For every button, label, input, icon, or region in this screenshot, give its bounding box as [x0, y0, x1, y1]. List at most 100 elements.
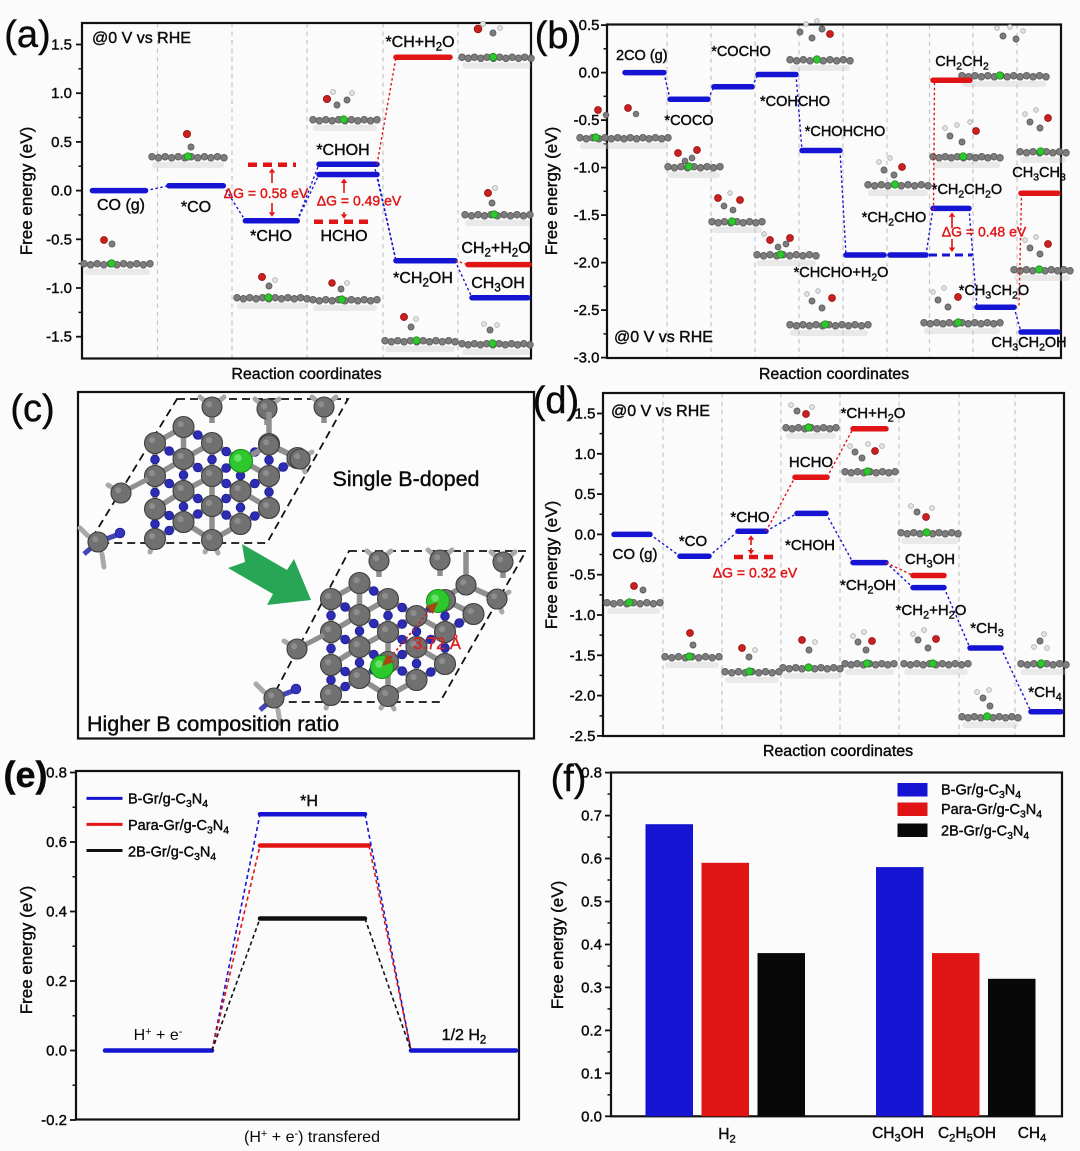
- svg-text:0.7: 0.7: [581, 808, 602, 825]
- svg-text:*H: *H: [300, 793, 318, 810]
- svg-text:0.0: 0.0: [46, 1043, 67, 1060]
- svg-text:ΔG = 0.49 eV: ΔG = 0.49 eV: [317, 193, 402, 209]
- svg-text:0.2: 0.2: [581, 1022, 602, 1039]
- svg-text:3.72 Å: 3.72 Å: [413, 634, 461, 653]
- svg-text:HCHO: HCHO: [320, 228, 367, 245]
- svg-text:B-Gr/g-C3N4: B-Gr/g-C3N4: [128, 792, 208, 811]
- svg-text:*CHOHCHO: *CHOHCHO: [805, 124, 886, 140]
- svg-text:CH4: CH4: [1018, 1125, 1047, 1145]
- svg-text:CH3OH: CH3OH: [872, 1125, 924, 1145]
- svg-text:ΔG = 0.32 eV: ΔG = 0.32 eV: [713, 565, 798, 581]
- svg-text:CH3CH2OH: CH3CH2OH: [991, 335, 1066, 354]
- svg-text:*CH2CH2O: *CH2CH2O: [932, 182, 1002, 201]
- svg-text:-1.0: -1.0: [46, 280, 72, 297]
- svg-text:-0.2: -0.2: [41, 1112, 67, 1129]
- svg-text:0.0: 0.0: [581, 1108, 602, 1125]
- svg-text:*CH2OH: *CH2OH: [840, 577, 896, 597]
- svg-text:CH3CH3: CH3CH3: [1012, 165, 1066, 184]
- svg-text:0.1: 0.1: [581, 1065, 602, 1082]
- svg-text:Higher B composition ratio: Higher B composition ratio: [87, 712, 339, 736]
- svg-text:Para-Gr/g-C3N4: Para-Gr/g-C3N4: [941, 802, 1042, 821]
- svg-text:*CHOH: *CHOH: [785, 537, 835, 554]
- svg-text:*CHO: *CHO: [730, 509, 769, 526]
- svg-text:-2.0: -2.0: [574, 255, 600, 272]
- svg-text:@0 V vs RHE: @0 V vs RHE: [92, 30, 191, 47]
- svg-text:-3.0: -3.0: [574, 350, 600, 367]
- svg-text:Free energy (eV): Free energy (eV): [542, 127, 561, 256]
- svg-text:-0.5: -0.5: [570, 567, 596, 584]
- svg-text:1/2 H2: 1/2 H2: [442, 1027, 487, 1047]
- svg-text:CO (g): CO (g): [613, 546, 658, 563]
- svg-text:0.8: 0.8: [581, 765, 602, 782]
- svg-text:(e): (e): [4, 754, 48, 795]
- svg-text:-1.5: -1.5: [46, 329, 72, 346]
- svg-text:*CH+H2O: *CH+H2O: [841, 405, 906, 425]
- svg-text:*CHO: *CHO: [250, 228, 292, 245]
- svg-text:Para-Gr/g-C3N4: Para-Gr/g-C3N4: [128, 818, 229, 837]
- svg-text:0.0: 0.0: [575, 526, 596, 543]
- svg-text:(f): (f): [551, 758, 587, 800]
- svg-text:0.5: 0.5: [575, 486, 596, 503]
- svg-text:0.2: 0.2: [46, 973, 67, 990]
- svg-text:*COCHO: *COCHO: [711, 44, 771, 60]
- svg-text:0.0: 0.0: [579, 65, 600, 82]
- svg-text:0.5: 0.5: [579, 17, 600, 34]
- svg-text:ΔG = 0.58 eV: ΔG = 0.58 eV: [224, 185, 309, 201]
- svg-text:CH3OH: CH3OH: [905, 551, 955, 571]
- svg-text:0.5: 0.5: [581, 894, 602, 911]
- svg-text:0.5: 0.5: [51, 134, 72, 151]
- svg-text:-1.5: -1.5: [574, 207, 600, 224]
- svg-text:2CO (g): 2CO (g): [616, 48, 668, 64]
- svg-text:(a): (a): [4, 14, 50, 56]
- svg-text:Free energy (eV): Free energy (eV): [548, 881, 567, 1010]
- svg-text:1.5: 1.5: [51, 37, 72, 54]
- svg-text:ΔG = 0.48 eV: ΔG = 0.48 eV: [942, 224, 1027, 240]
- svg-text:*CH3CH2O: *CH3CH2O: [959, 283, 1029, 302]
- svg-text:@0 V vs RHE: @0 V vs RHE: [611, 403, 710, 420]
- svg-text:CO (g): CO (g): [97, 197, 145, 214]
- svg-text:0.4: 0.4: [581, 937, 602, 954]
- svg-text:*CH2CHO: *CH2CHO: [862, 210, 927, 229]
- svg-text:-0.5: -0.5: [574, 112, 600, 129]
- svg-text:-1.0: -1.0: [570, 607, 596, 624]
- svg-text:HCHO: HCHO: [789, 454, 833, 471]
- svg-text:1.0: 1.0: [51, 85, 72, 102]
- svg-text:*CH2+H2O: *CH2+H2O: [896, 602, 967, 622]
- svg-text:2B-Gr/g-C3N4: 2B-Gr/g-C3N4: [128, 845, 216, 864]
- svg-text:*CO: *CO: [679, 533, 707, 550]
- svg-text:1.0: 1.0: [575, 446, 596, 463]
- svg-text:-1.0: -1.0: [574, 160, 600, 177]
- svg-text:CH3OH: CH3OH: [471, 275, 525, 295]
- svg-text:2B-Gr/g-C3N4: 2B-Gr/g-C3N4: [941, 824, 1029, 843]
- svg-text:0.0: 0.0: [51, 183, 72, 200]
- svg-text:Free energy (eV): Free energy (eV): [17, 127, 36, 256]
- svg-text:*CH3: *CH3: [970, 620, 1004, 640]
- svg-text:*COCO: *COCO: [664, 113, 713, 129]
- svg-text:H+ + e-: H+ + e-: [134, 1026, 183, 1044]
- svg-text:C2H5OH: C2H5OH: [938, 1125, 996, 1145]
- svg-text:(d): (d): [533, 380, 579, 422]
- svg-text:*CHOH: *CHOH: [316, 142, 369, 159]
- svg-text:@0 V vs RHE: @0 V vs RHE: [614, 329, 713, 346]
- svg-text:*COHCHO: *COHCHO: [760, 94, 830, 110]
- svg-text:Free energy (eV): Free energy (eV): [17, 886, 36, 1015]
- svg-text:-2.0: -2.0: [570, 688, 596, 705]
- svg-text:0.8: 0.8: [46, 765, 67, 782]
- svg-text:CH2+H2O: CH2+H2O: [461, 240, 530, 260]
- svg-text:0.6: 0.6: [46, 834, 67, 851]
- svg-text:-2.5: -2.5: [570, 728, 596, 745]
- svg-text:0.6: 0.6: [581, 851, 602, 868]
- svg-text:B-Gr/g-C3N4: B-Gr/g-C3N4: [941, 783, 1021, 802]
- svg-text:H2: H2: [718, 1126, 735, 1146]
- svg-text:(c): (c): [10, 388, 54, 430]
- svg-text:Reaction coordinates: Reaction coordinates: [231, 366, 381, 383]
- svg-text:1.5: 1.5: [575, 406, 596, 423]
- svg-text:*CH4: *CH4: [1028, 684, 1062, 704]
- svg-text:-2.5: -2.5: [574, 302, 600, 319]
- svg-text:CH2CH2: CH2CH2: [935, 54, 989, 73]
- svg-text:(H+ + e-) transfered: (H+ + e-) transfered: [244, 1128, 380, 1146]
- svg-text:(b): (b): [535, 15, 581, 57]
- svg-text:*CH2OH: *CH2OH: [393, 270, 453, 290]
- svg-text:Free energy (eV): Free energy (eV): [542, 501, 561, 630]
- svg-text:Reaction coordinates: Reaction coordinates: [763, 743, 913, 760]
